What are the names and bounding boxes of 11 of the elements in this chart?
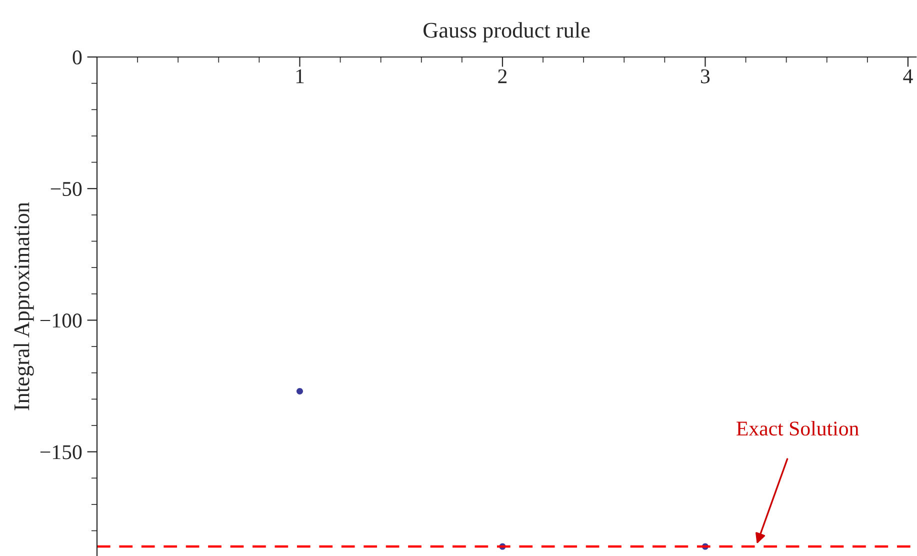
y-axis-title: Integral Approximation (14, 202, 34, 410)
annotation: Exact Solution (736, 420, 859, 436)
y-tick-label: −150 (40, 445, 82, 460)
y-tick-label: −50 (50, 182, 82, 196)
y-tick-label: −100 (40, 314, 82, 328)
x-tick-label: 2 (498, 69, 507, 84)
y-tick-label: 0 (72, 50, 82, 64)
x-tick-label: 1 (296, 69, 304, 84)
x-tick-label: 3 (701, 69, 710, 84)
x-tick-label: 4 (903, 69, 913, 84)
chart-title: Gauss product rule (424, 22, 590, 42)
